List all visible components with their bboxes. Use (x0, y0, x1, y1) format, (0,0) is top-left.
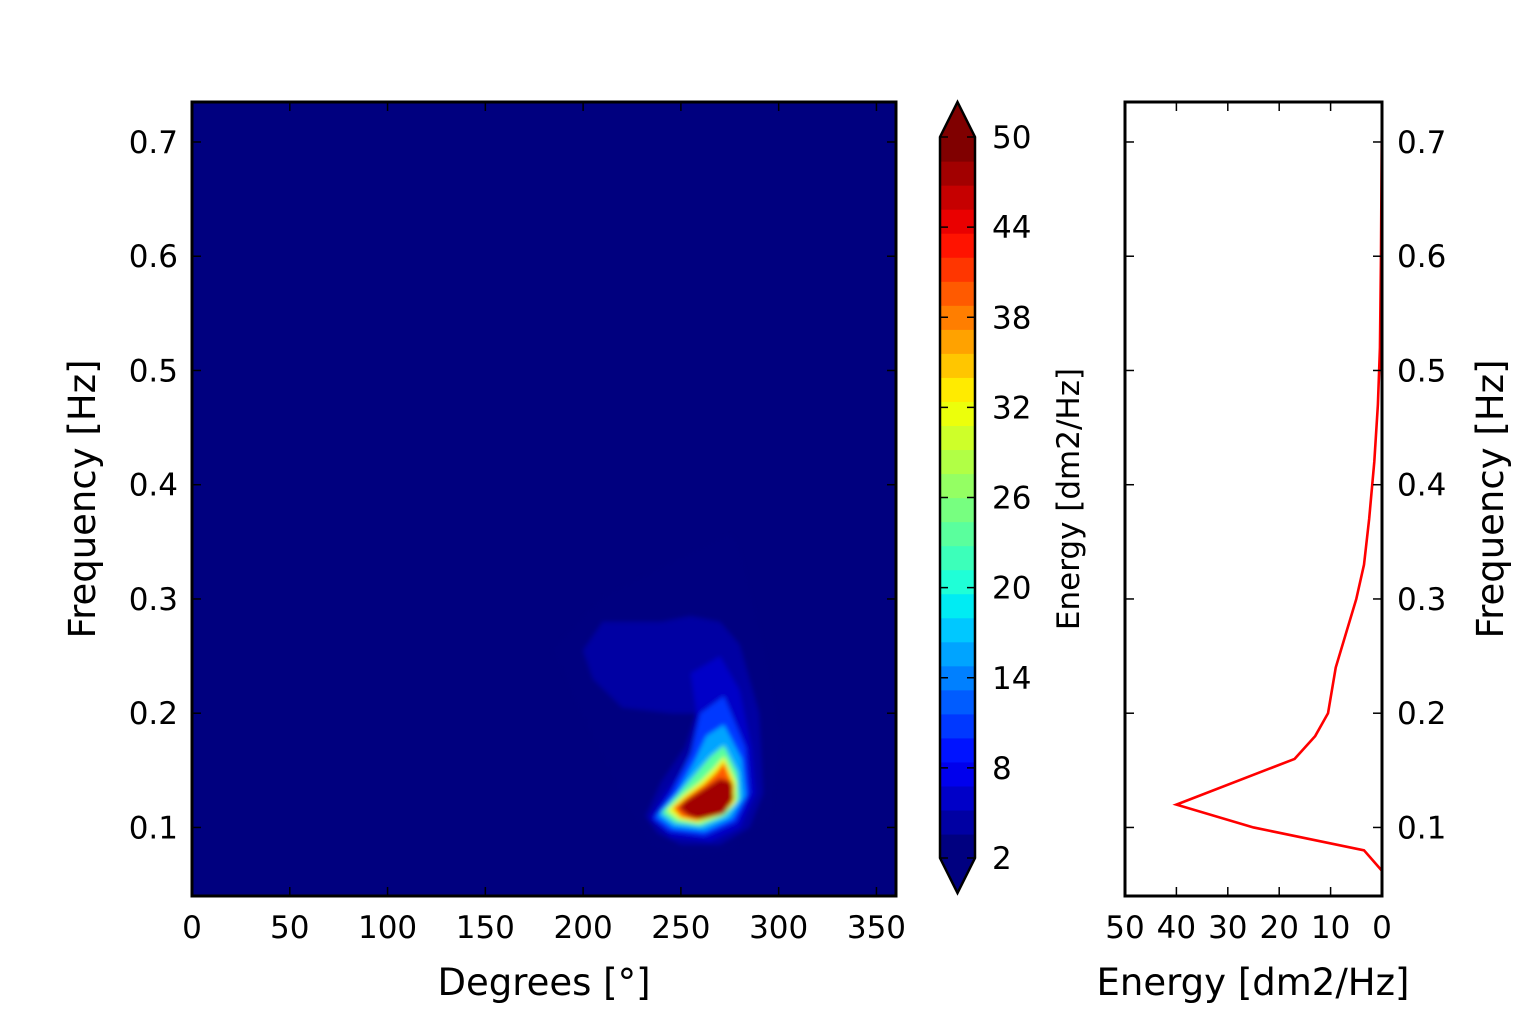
contour-fills (553, 536, 779, 857)
colorbar-band (940, 257, 975, 282)
colorbar-band (940, 713, 975, 739)
contour-x-tick-label: 100 (358, 910, 417, 946)
contour-plot: 0 50 100 150 200 250 300 350 0.1 0.2 0.3 0.4 0.5 0.6 0… (61, 100, 906, 1004)
colorbar-band (940, 161, 975, 186)
colorbar-band (940, 641, 975, 667)
colorbar-band (940, 185, 975, 210)
contour-y-tick-label: 0.5 (129, 353, 178, 389)
colorbar-band (940, 497, 975, 523)
contour-x-tick-label: 0 (182, 910, 202, 946)
colorbar-tick-label: 44 (992, 210, 1031, 246)
colorbar-band (940, 761, 975, 787)
colorbar-band (940, 401, 975, 426)
colorbar-over-arrow (940, 102, 975, 137)
contour-x-tick-label: 50 (270, 910, 309, 946)
energy-y-tick-label: 0.4 (1397, 468, 1446, 504)
energy-y-tick-label: 0.7 (1397, 125, 1446, 161)
energy-plot-lines (1172, 102, 1382, 872)
colorbar-band (940, 737, 975, 763)
colorbar-band (940, 353, 975, 378)
colorbar: 2 8 14 20 26 32 38 44 50 Energy [dm2/Hz] (938, 99, 1087, 896)
colorbar-band (940, 545, 975, 571)
colorbar-bands (940, 102, 975, 893)
contour-x-tick-label: 200 (554, 910, 613, 946)
colorbar-tick-label: 32 (992, 390, 1031, 426)
colorbar-band (940, 593, 975, 619)
contour-plot-ticks: 0 50 100 150 200 250 300 350 0.1 0.2 0.3 0.4 0.5 0.6 0… (129, 102, 906, 946)
colorbar-tick-label: 8 (992, 751, 1012, 787)
colorbar-band (940, 329, 975, 354)
energy-plot-ticks: 50 40 30 20 10 0 0.1 0.2 0.3 0.4 0.5 0.6 0.7 (1105, 102, 1446, 946)
colorbar-band (940, 569, 975, 595)
colorbar-band (940, 785, 975, 811)
energy-x-tick-label: 20 (1259, 910, 1298, 946)
energy-y-tick-label: 0.6 (1397, 239, 1446, 275)
contour-x-axis-title: Degrees [°] (437, 961, 650, 1004)
energy-x-tick-label: 10 (1311, 910, 1350, 946)
energy-x-tick-label: 0 (1372, 910, 1392, 946)
colorbar-tick-label: 2 (992, 841, 1012, 877)
contour-y-tick-label: 0.6 (129, 239, 178, 275)
energy-x-tick-label: 40 (1157, 910, 1196, 946)
contour-y-tick-label: 0.3 (129, 582, 178, 618)
colorbar-ticks: 2 8 14 20 26 32 38 44 50 (940, 120, 1031, 877)
colorbar-outline (938, 99, 977, 896)
energy-x-tick-label: 50 (1105, 910, 1144, 946)
contour-x-tick-label: 150 (456, 910, 515, 946)
colorbar-band (940, 833, 975, 859)
colorbar-band (940, 425, 975, 451)
energy-y-axis-title: Frequency [Hz] (1469, 359, 1512, 638)
energy-y-tick-label: 0.1 (1397, 810, 1446, 846)
colorbar-under-arrow (940, 858, 975, 893)
colorbar-band (940, 377, 975, 402)
colorbar-band (940, 617, 975, 643)
energy-y-tick-label: 0.2 (1397, 696, 1446, 732)
energy-y-tick-label: 0.3 (1397, 582, 1446, 618)
contour-y-axis-title: Frequency [Hz] (61, 359, 104, 638)
energy-plot-background (1125, 102, 1382, 896)
energy-series-line (1172, 102, 1382, 872)
contour-x-tick-label: 250 (651, 910, 710, 946)
contour-x-tick-label: 350 (847, 910, 906, 946)
energy-plot: 50 40 30 20 10 0 0.1 0.2 0.3 0.4 0.5 0.6 0.7 Energy … (1097, 100, 1512, 1004)
colorbar-band (940, 233, 975, 258)
contour-y-tick-label: 0.7 (129, 125, 178, 161)
colorbar-tick-label: 38 (992, 300, 1031, 336)
colorbar-band (940, 473, 975, 499)
colorbar-band (940, 209, 975, 234)
contour-region-48 (678, 778, 734, 820)
contour-y-tick-label: 0.2 (129, 696, 178, 732)
colorbar-title: Energy [dm2/Hz] (1051, 368, 1087, 630)
colorbar-tick-label: 14 (992, 661, 1031, 697)
energy-x-tick-label: 30 (1208, 910, 1247, 946)
colorbar-band (940, 281, 975, 306)
colorbar-tick-label: 20 (992, 571, 1031, 607)
colorbar-band (940, 689, 975, 715)
contour-plot-frame (190, 100, 898, 898)
energy-x-axis-title: Energy [dm2/Hz] (1097, 961, 1410, 1004)
colorbar-tick-label: 26 (992, 481, 1031, 517)
contour-y-tick-label: 0.4 (129, 468, 178, 504)
colorbar-band (940, 449, 975, 475)
colorbar-band (940, 809, 975, 835)
contour-y-tick-label: 0.1 (129, 810, 178, 846)
colorbar-band (940, 137, 975, 162)
colorbar-tick-label: 50 (992, 120, 1031, 156)
contour-plot-background (192, 102, 896, 896)
energy-y-tick-label: 0.5 (1397, 353, 1446, 389)
energy-plot-frame (1123, 100, 1384, 898)
contour-x-tick-label: 300 (749, 910, 808, 946)
colorbar-band (940, 521, 975, 547)
